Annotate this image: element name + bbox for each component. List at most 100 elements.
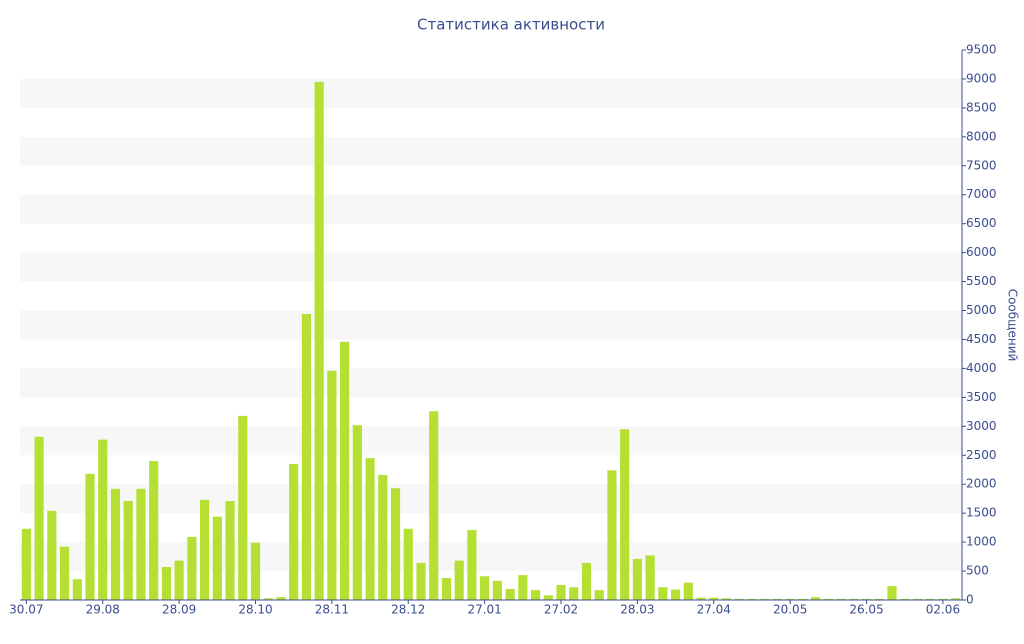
x-tick-label: 28.10 bbox=[238, 603, 272, 617]
bar bbox=[607, 470, 617, 600]
bar bbox=[98, 439, 108, 600]
bar bbox=[670, 589, 681, 600]
y-tick-label: 7500 bbox=[966, 158, 997, 172]
y-tick-label: 4500 bbox=[966, 332, 997, 346]
bar bbox=[454, 560, 464, 600]
bar bbox=[734, 598, 744, 600]
bar bbox=[849, 598, 859, 600]
grid-band bbox=[20, 542, 962, 572]
x-tick-label: 20.05 bbox=[773, 603, 807, 617]
bar bbox=[543, 595, 553, 600]
bar bbox=[365, 458, 375, 600]
bar bbox=[492, 580, 502, 600]
bar bbox=[416, 562, 426, 600]
y-tick-label: 2500 bbox=[966, 448, 997, 462]
bar bbox=[263, 598, 273, 600]
y-tick-label: 0 bbox=[966, 593, 974, 607]
grid-band bbox=[20, 426, 962, 456]
bar bbox=[199, 499, 210, 600]
bar bbox=[874, 598, 884, 600]
y-tick-label: 3500 bbox=[966, 390, 997, 404]
bar bbox=[47, 510, 57, 600]
bar bbox=[340, 341, 350, 600]
y-tick-label: 9500 bbox=[966, 43, 997, 57]
y-tick-label: 6500 bbox=[966, 216, 997, 230]
y-tick-label: 1000 bbox=[966, 535, 997, 549]
bar bbox=[429, 411, 439, 600]
y-tick-label: 8500 bbox=[966, 100, 997, 114]
bar bbox=[925, 598, 935, 600]
bar bbox=[21, 528, 31, 600]
bar bbox=[620, 429, 630, 600]
bar bbox=[314, 81, 324, 600]
y-tick-label: 3000 bbox=[966, 419, 997, 433]
x-tick-label: 26.05 bbox=[849, 603, 883, 617]
bar bbox=[785, 598, 795, 600]
bar bbox=[556, 584, 566, 600]
bar bbox=[938, 598, 948, 600]
grid-band bbox=[20, 368, 962, 398]
bar bbox=[836, 598, 846, 600]
bar bbox=[34, 436, 44, 600]
bar bbox=[441, 578, 452, 600]
y-tick-label: 5500 bbox=[966, 274, 997, 288]
bar bbox=[861, 598, 872, 600]
bar bbox=[301, 314, 312, 600]
bar bbox=[110, 488, 121, 600]
bar bbox=[276, 597, 286, 600]
bar bbox=[149, 461, 159, 600]
bar bbox=[378, 474, 388, 600]
bar bbox=[811, 597, 821, 600]
x-tick-label: 30.07 bbox=[9, 603, 43, 617]
bar bbox=[467, 529, 477, 600]
bar bbox=[250, 542, 261, 600]
y-tick-label: 9000 bbox=[966, 71, 997, 85]
bar bbox=[530, 590, 541, 600]
grid-band bbox=[20, 78, 962, 108]
grid-band bbox=[20, 136, 962, 166]
bar bbox=[403, 528, 413, 600]
bar bbox=[900, 598, 910, 600]
bar bbox=[581, 562, 592, 600]
x-tick-label: 28.11 bbox=[315, 603, 349, 617]
bar bbox=[518, 575, 528, 600]
bar bbox=[238, 415, 248, 600]
bar bbox=[174, 560, 184, 600]
bar bbox=[85, 473, 95, 600]
y-tick-label: 8000 bbox=[966, 129, 997, 143]
bar bbox=[696, 597, 706, 600]
bar bbox=[747, 598, 757, 600]
bar bbox=[72, 579, 82, 600]
bar bbox=[390, 488, 401, 600]
bar bbox=[352, 425, 362, 600]
bar bbox=[136, 488, 146, 600]
bar bbox=[161, 567, 171, 600]
x-tick-label: 02.06 bbox=[926, 603, 960, 617]
x-tick-label: 27.04 bbox=[697, 603, 731, 617]
bar bbox=[912, 598, 923, 600]
x-tick-label: 28.03 bbox=[620, 603, 654, 617]
x-tick-label: 27.02 bbox=[544, 603, 578, 617]
bar bbox=[760, 598, 770, 600]
y-axis-title: Сообщений bbox=[1006, 289, 1020, 362]
y-tick-label: 4000 bbox=[966, 361, 997, 375]
bar bbox=[505, 589, 515, 600]
y-tick-label: 6000 bbox=[966, 245, 997, 259]
chart-title: Статистика активности bbox=[417, 16, 605, 34]
bar bbox=[772, 598, 783, 600]
bar bbox=[721, 598, 732, 600]
bar bbox=[658, 587, 668, 600]
grid-band bbox=[20, 484, 962, 514]
bar bbox=[683, 582, 693, 600]
bar bbox=[289, 463, 299, 600]
x-tick-label: 28.09 bbox=[162, 603, 196, 617]
x-tick-label: 27.01 bbox=[467, 603, 501, 617]
bar bbox=[569, 587, 579, 600]
bar bbox=[594, 590, 604, 600]
grid-band bbox=[20, 252, 962, 282]
bar bbox=[59, 546, 70, 600]
bar bbox=[212, 516, 222, 600]
bar bbox=[225, 501, 235, 600]
bar bbox=[632, 558, 642, 600]
